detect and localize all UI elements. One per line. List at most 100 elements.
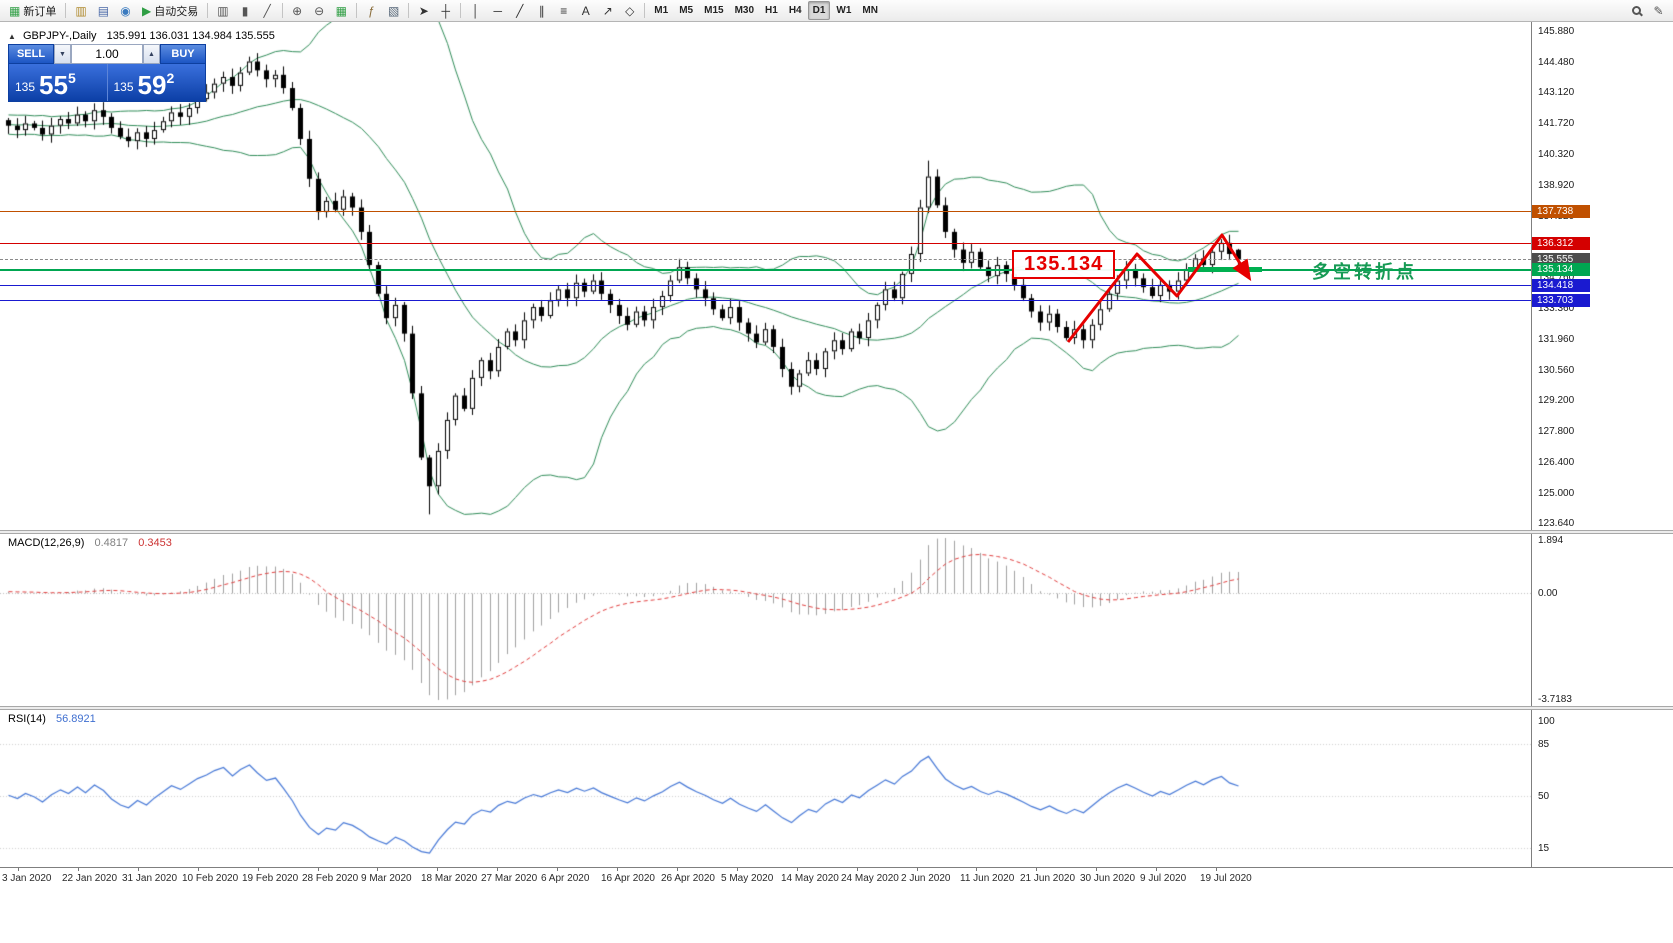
- cursor-button[interactable]: ➤: [413, 1, 434, 20]
- autotrading-button[interactable]: ▶ 自动交易: [137, 1, 203, 20]
- vertical-line-button[interactable]: │: [465, 1, 486, 20]
- volume-input[interactable]: [71, 44, 143, 64]
- channel-icon: ∥: [538, 3, 545, 18]
- tile-windows-button[interactable]: ▦: [331, 1, 352, 20]
- timeframe-m1-button[interactable]: M1: [654, 5, 669, 16]
- hline-135.134[interactable]: [0, 269, 1531, 271]
- hline-137.738[interactable]: [0, 211, 1531, 212]
- main-toolbar: ▦ 新订单 ▥ ▤ ◉ ▶ 自动交易 ▥ ▮ ╱ ⊕ ⊖ ▦ ƒ ▧ ➤ ┼ │ ─ ╱ ∥ ≡ A ↗ ◇ M1 M5 M15 M30…: [0, 0, 1673, 22]
- date-label: 14 May 2020: [781, 873, 839, 884]
- macd-canvas[interactable]: [0, 534, 1531, 706]
- search-button[interactable]: [1626, 1, 1647, 20]
- text-icon: A: [581, 3, 590, 18]
- channel-button[interactable]: ∥: [531, 1, 552, 20]
- time-axis-tick: [198, 868, 199, 871]
- time-axis-tick: [437, 868, 438, 871]
- price-chart-panel: ▲ GBPJPY-,Daily 135.991 136.031 134.984 …: [0, 22, 1531, 530]
- templates-button[interactable]: ▧: [383, 1, 404, 20]
- price-badge: 133.703: [1532, 294, 1590, 307]
- line-chart-icon: ╱: [263, 3, 271, 18]
- horizontal-line-button[interactable]: ─: [487, 1, 508, 20]
- new-order-icon: ▦: [9, 3, 21, 18]
- bar-chart-button[interactable]: ▥: [212, 1, 233, 20]
- chart-title: ▲ GBPJPY-,Daily 135.991 136.031 134.984 …: [8, 30, 275, 42]
- line-chart-button[interactable]: ╱: [257, 1, 278, 20]
- price-badge: 134.418: [1532, 279, 1590, 292]
- time-axis-tick: [677, 868, 678, 871]
- new-chart-button[interactable]: ▥: [70, 1, 91, 20]
- date-label: 19 Jul 2020: [1200, 873, 1252, 884]
- edit-button[interactable]: ✎: [1648, 1, 1669, 20]
- timeframe-m5-button[interactable]: M5: [679, 5, 694, 16]
- trendline-icon: ╱: [516, 3, 524, 18]
- panel-splitter[interactable]: [0, 706, 1673, 710]
- turning-point-marker[interactable]: [1188, 267, 1262, 272]
- time-axis-tick: [78, 868, 79, 871]
- date-label: 3 Jan 2020: [2, 873, 52, 884]
- panel-splitter[interactable]: [0, 530, 1673, 534]
- timeframe-h1-button[interactable]: H1: [765, 5, 778, 16]
- time-axis[interactable]: 3 Jan 2020 22 Jan 2020 31 Jan 2020 10 Feb 2…: [0, 867, 1673, 887]
- volume-up-button[interactable]: ▲: [143, 44, 160, 64]
- turning-point-text[interactable]: 多空转折点: [1312, 262, 1417, 282]
- rsi-canvas[interactable]: [0, 710, 1531, 867]
- text-button[interactable]: A: [575, 1, 596, 20]
- time-axis-tick: [318, 868, 319, 871]
- hline-136.312[interactable]: [0, 243, 1531, 244]
- trendline-button[interactable]: ╱: [509, 1, 530, 20]
- price-chart-canvas[interactable]: [0, 22, 1531, 530]
- fibonacci-button[interactable]: ≡: [553, 1, 574, 20]
- date-label: 2 Jun 2020: [901, 873, 951, 884]
- volume-down-button[interactable]: ▼: [54, 44, 71, 64]
- time-axis-tick: [617, 868, 618, 871]
- vertical-line-icon: │: [472, 3, 480, 18]
- timeframe-d1-button[interactable]: D1: [807, 1, 831, 20]
- timeframe-mn-button[interactable]: MN: [862, 5, 878, 16]
- rsi-label: RSI(14): [8, 713, 46, 725]
- date-label: 28 Feb 2020: [302, 873, 359, 884]
- timeframe-h4-button[interactable]: H4: [788, 5, 802, 16]
- date-label: 27 Mar 2020: [481, 873, 538, 884]
- price-callout-label[interactable]: 135.134: [1012, 250, 1116, 279]
- price-badge: 135.555: [1532, 253, 1590, 266]
- indicators-button[interactable]: ƒ: [361, 1, 382, 20]
- refresh-button[interactable]: ◉: [115, 1, 136, 20]
- hline-133.703[interactable]: [0, 300, 1531, 301]
- timeframe-m15-button[interactable]: M15: [704, 5, 724, 16]
- hline-135.555[interactable]: [0, 259, 1531, 260]
- rsi-scale[interactable]: 100 85 50 15: [1531, 710, 1673, 867]
- timeframe-m30-button[interactable]: M30: [734, 5, 755, 16]
- buy-price[interactable]: 135 59 2: [108, 64, 206, 101]
- new-order-button[interactable]: ▦ 新订单: [4, 1, 61, 20]
- autotrading-icon: ▶: [142, 3, 152, 18]
- timeframe-w1-button[interactable]: W1: [836, 5, 852, 16]
- price-scale[interactable]: 145.880 144.480 143.120 141.720 140.320 138.9…: [1531, 22, 1673, 530]
- arrows-button[interactable]: ↗: [597, 1, 618, 20]
- sell-price[interactable]: 135 55 5: [9, 64, 108, 101]
- toolbar-separator: [65, 3, 67, 18]
- date-label: 22 Jan 2020: [62, 873, 118, 884]
- fibonacci-icon: ≡: [560, 3, 568, 18]
- hline-134.418[interactable]: [0, 285, 1531, 286]
- time-axis-tick: [258, 868, 259, 871]
- edit-icon: ✎: [1653, 3, 1664, 18]
- shapes-button[interactable]: ◇: [619, 1, 640, 20]
- date-label: 18 Mar 2020: [421, 873, 478, 884]
- sell-button[interactable]: SELL: [8, 44, 54, 64]
- collapse-icon[interactable]: ▲: [8, 32, 16, 41]
- profiles-button[interactable]: ▤: [93, 1, 114, 20]
- buy-button[interactable]: BUY: [160, 44, 206, 64]
- zoom-in-button[interactable]: ⊕: [287, 1, 308, 20]
- time-axis-tick: [1036, 868, 1037, 871]
- new-chart-icon: ▥: [75, 3, 87, 18]
- macd-scale[interactable]: 1.894 0.00 -3.7183: [1531, 534, 1673, 706]
- time-axis-tick: [976, 868, 977, 871]
- crosshair-button[interactable]: ┼: [435, 1, 456, 20]
- time-axis-tick: [1096, 868, 1097, 871]
- candlestick-chart-button[interactable]: ▮: [235, 1, 256, 20]
- price-badge: 135.134: [1532, 263, 1590, 276]
- zoom-out-button[interactable]: ⊖: [309, 1, 330, 20]
- indicators-icon: ƒ: [368, 3, 375, 18]
- price-scale-label: 133.360: [1538, 303, 1575, 314]
- price-scale-label: 127.800: [1538, 426, 1575, 437]
